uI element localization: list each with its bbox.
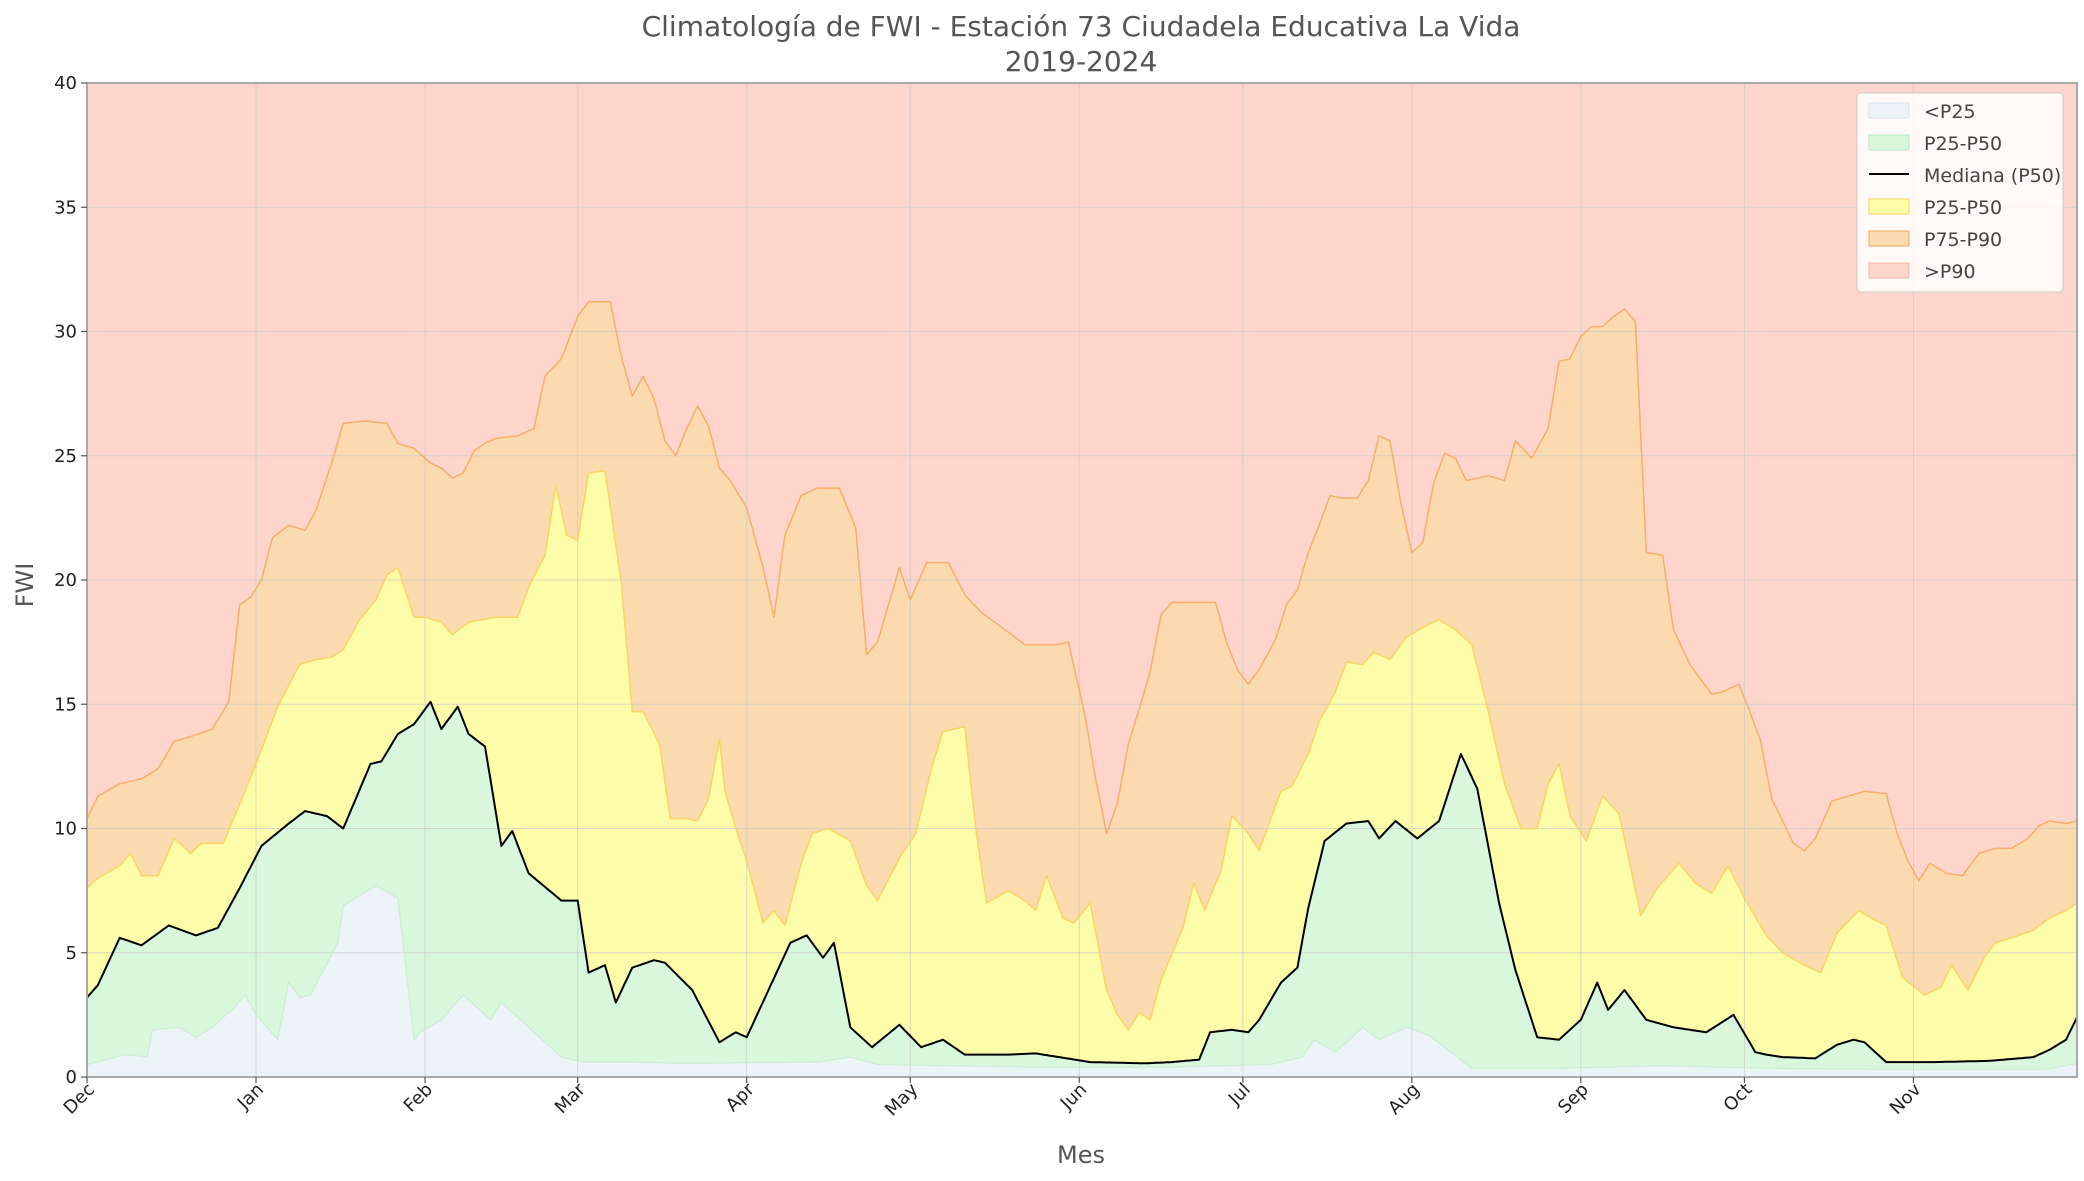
legend-label-p25-p50: P25-P50: [1924, 133, 2002, 155]
y-tick-label: 15: [54, 694, 77, 715]
legend-swatch-p50-p75: [1868, 198, 1910, 215]
y-tick-label: 40: [54, 73, 77, 94]
chart-subtitle: 2019-2024: [1005, 45, 1158, 78]
y-tick-label: 5: [66, 943, 77, 964]
legend-label-p75-p90: P75-P90: [1924, 229, 2002, 251]
y-axis-ticks: 0 5 10 15 20 25 30 35 40: [54, 73, 87, 1088]
p25-edge-line: [86, 885, 2078, 1071]
p75-edge-line: [86, 469, 2078, 1031]
band-edges: [86, 300, 2078, 1071]
y-tick-label: 20: [54, 570, 77, 591]
y-tick-label: 35: [54, 197, 77, 218]
grid: [86, 82, 2077, 1078]
legend-label-lt-p25: <P25: [1924, 101, 1976, 123]
legend-swatch-p75-p90: [1868, 230, 1910, 247]
band-p75-p90: [87, 301, 2077, 1030]
legend: <P25 P25-P50 Mediana (P50) P25-P50 P75-P…: [1856, 92, 2064, 293]
band-p25-p50: [87, 701, 2077, 1070]
legend-swatch-p25-p50: [1868, 134, 1910, 151]
percentile-bands: [87, 83, 2077, 1077]
band-gt-p90: [87, 83, 2077, 881]
y-tick-label: 10: [54, 819, 77, 840]
chart-title: Climatología de FWI - Estación 73 Ciudad…: [642, 10, 1521, 43]
legend-label-median: Mediana (P50): [1924, 165, 2061, 187]
x-axis-label: Mes: [1057, 1141, 1105, 1169]
y-tick-label: 0: [66, 1067, 77, 1088]
median-line: [86, 700, 2078, 1065]
legend-label-p50-p75: P25-P50: [1924, 197, 2002, 219]
p90-edge-line: [86, 300, 2078, 882]
legend-swatch-gt-p90: [1868, 262, 1910, 279]
y-tick-label: 30: [54, 322, 77, 343]
band-p50-p75: [87, 470, 2077, 1064]
y-tick-label: 25: [54, 446, 77, 467]
legend-label-gt-p90: >P90: [1924, 261, 1976, 283]
band-lt-p25: [87, 885, 2077, 1077]
median-layer: [86, 700, 2078, 1065]
legend-swatch-lt-p25: [1868, 102, 1910, 119]
y-axis-label: FWI: [11, 563, 39, 608]
